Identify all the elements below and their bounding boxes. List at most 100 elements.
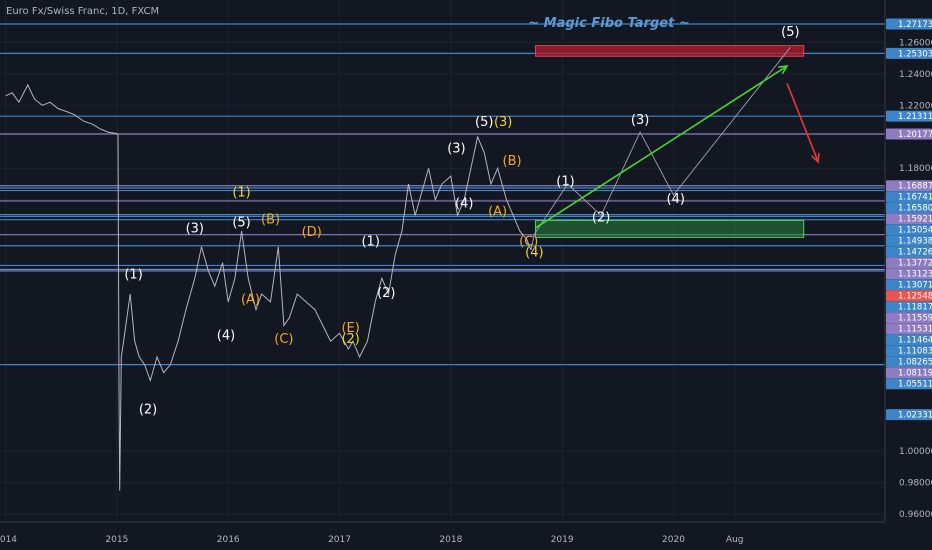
wave-label: (3)	[447, 142, 465, 157]
wave-label: (3)	[186, 222, 204, 237]
wave-label: (3)	[494, 115, 512, 130]
price-tag-label: 1.11083	[898, 347, 932, 357]
x-tick-label: Aug	[726, 535, 744, 545]
wave-label: (4)	[667, 192, 685, 207]
wave-label: (1)	[556, 175, 574, 190]
x-tick-label: 2015	[105, 535, 128, 545]
down-projection-arrow-head	[811, 152, 820, 164]
wave-labels: (1)(2)(3)(4)(1)(5) (B)(A)(D)(C)(1)(2)(E)(…	[124, 25, 799, 417]
price-tag-label: 1.08119	[898, 369, 932, 379]
price-tag	[886, 235, 932, 247]
wave-label: (4)	[217, 329, 235, 344]
wave-label: (C)	[519, 234, 538, 249]
price-tag-label: 1.15921	[898, 215, 932, 225]
wave-label: (2)	[139, 403, 157, 418]
price-tag-label: 1.12548	[898, 292, 932, 302]
price-tag-label: 1.11464	[898, 336, 932, 346]
price-tag	[886, 312, 932, 324]
support-zone	[534, 219, 805, 238]
wave-label: (3)	[631, 113, 649, 128]
price-tag-label: 1.25303	[898, 49, 932, 59]
price-tag-label: 1.16741	[898, 193, 932, 203]
price-tag	[886, 334, 932, 346]
wave-label: (1)	[232, 186, 250, 201]
price-series	[5, 83, 532, 491]
chart-title: Euro Fx/Swiss Franc, 1D, FXCM	[6, 6, 160, 17]
price-tag	[886, 279, 932, 291]
price-tag	[886, 409, 932, 421]
price-tag-label: 1.20177	[898, 130, 932, 140]
grid	[0, 0, 885, 522]
wave-label: (C)	[274, 332, 293, 347]
price-tag-label: 1.21311	[898, 112, 932, 122]
price-tag	[886, 323, 932, 335]
price-tag	[886, 191, 932, 203]
projection-arrows	[535, 65, 820, 229]
horizontal-levels	[0, 23, 885, 366]
wave-label: (2)	[592, 211, 610, 226]
y-axis: 1.260001.240001.220001.180001.160001.000…	[884, 0, 932, 550]
price-tag	[886, 301, 932, 313]
wave-label: (5)	[781, 25, 799, 40]
price-tag	[886, 18, 932, 30]
price-tag	[886, 268, 932, 280]
wave-label: (5)	[475, 115, 493, 130]
target-zone	[534, 45, 805, 57]
up-projection-arrow	[535, 65, 788, 229]
price-tag-label: 1.08265	[898, 358, 932, 368]
price-tag-label: 1.27173	[898, 20, 932, 30]
wave-label: (5)	[232, 215, 250, 230]
price-tag	[886, 356, 932, 368]
y-tick-label: 1.24000	[899, 70, 932, 80]
price-tag-label: 1.11559	[898, 314, 932, 324]
wave-label: (1)	[124, 267, 142, 282]
price-tag-label: 1.02331	[898, 411, 932, 421]
price-tag	[886, 128, 932, 140]
price-tag-label: 1.13123	[898, 270, 932, 280]
price-tag-label: 1.05511	[898, 380, 932, 390]
x-tick-label: 2019	[551, 535, 574, 545]
x-tick-label: 2018	[439, 535, 462, 545]
projection-line	[530, 46, 791, 251]
x-tick-label: 2017	[328, 535, 351, 545]
price-tag	[886, 202, 932, 214]
wave-label: (E)	[341, 321, 359, 336]
wave-label: (4)	[525, 245, 543, 260]
down-projection-arrow	[786, 83, 819, 163]
wave-label: (B)	[503, 154, 522, 169]
price-tag	[886, 213, 932, 225]
price-tag-label: 1.16887	[898, 182, 932, 192]
price-tag-label: 1.16580	[898, 204, 932, 214]
price-tag	[886, 367, 932, 379]
price-tag	[886, 290, 932, 302]
y-tick-label: 0.96000	[899, 510, 932, 520]
price-tag-label: 1.15054	[898, 226, 932, 236]
wave-label: (2)	[377, 286, 395, 301]
x-tick-label: 2014	[0, 535, 17, 545]
price-tag	[886, 378, 932, 390]
price-tag	[886, 224, 932, 236]
x-axis-background	[0, 522, 885, 550]
price-tag-label: 1.13772	[898, 259, 932, 269]
price-tag	[886, 180, 932, 192]
price-tag	[886, 345, 932, 357]
price-tag	[886, 110, 932, 122]
wave-label: (4)	[455, 197, 473, 212]
wave-label: (2)	[341, 332, 359, 347]
x-axis: 2014 2015 2016 2017 2018 2019 2020 Aug	[0, 521, 885, 550]
price-line	[5, 83, 532, 491]
wave-label: (B)	[261, 212, 280, 227]
price-tag	[886, 257, 932, 269]
price-tag-label: 1.14726	[898, 248, 932, 258]
y-tick-label: 1.22000	[899, 101, 932, 111]
price-tag-label: 1.11817	[898, 303, 932, 313]
price-tag-label: 1.11531	[898, 325, 932, 335]
price-tag	[886, 47, 932, 59]
wave-label: (A)	[488, 204, 507, 219]
price-tag-label: 1.14938	[898, 237, 932, 247]
wave-label: (1)	[361, 234, 379, 249]
projection-path	[530, 46, 791, 251]
